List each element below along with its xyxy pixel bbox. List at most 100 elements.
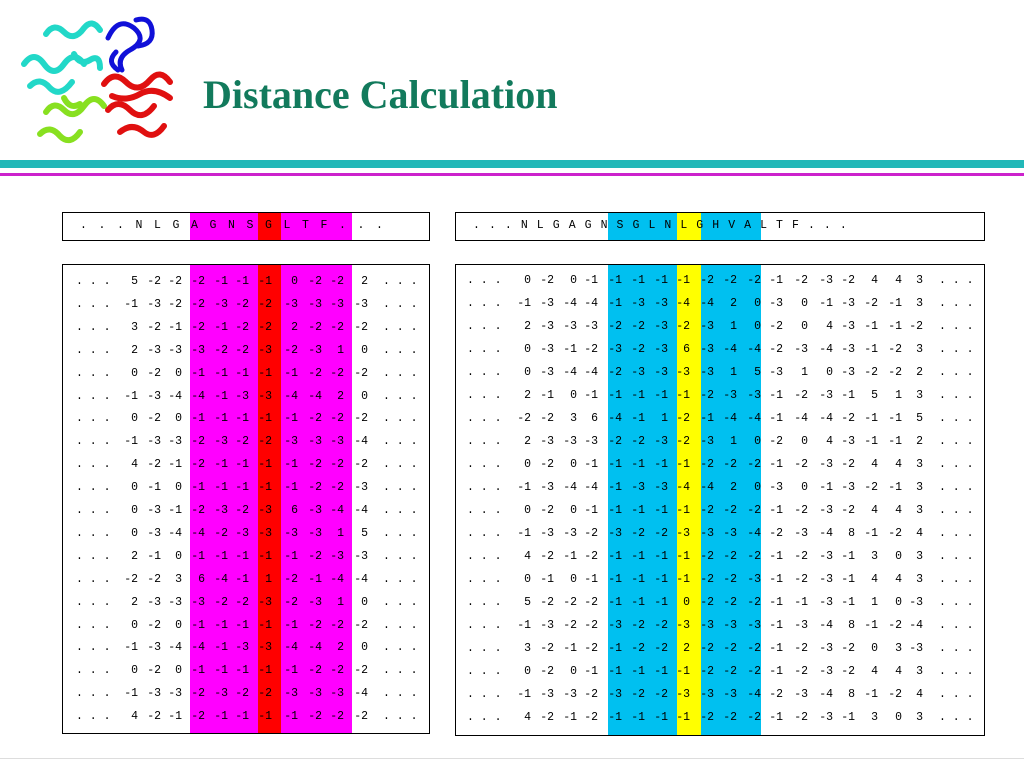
matrix-cell: -2 [794, 389, 808, 402]
matrix-cell: -1 [540, 573, 554, 586]
matrix-cell: -3 [700, 527, 714, 540]
matrix-cell: . . . [76, 297, 111, 311]
matrix-cell: . . . [467, 688, 502, 701]
matrix-cell: -2 [308, 710, 322, 724]
matrix-row: . . . -1 -3 -4 -4 -1 -3 -3 -4 -4 2 0 . . . [63, 637, 429, 659]
matrix-cell: -1 [888, 435, 902, 448]
matrix-row: . . . 0 -2 0 -1 -1 -1 -1 -1 -2 -2 -2 -1 -2 -3 -2 4 4 3 . . … [456, 661, 984, 683]
matrix-cell: -3 [819, 573, 833, 586]
residue-letter: G [265, 219, 272, 232]
matrix-cell: -1 [124, 297, 138, 311]
matrix-cell: -3 [819, 550, 833, 563]
matrix-cell: -2 [191, 458, 205, 472]
residue-letter: H [712, 219, 720, 232]
matrix-cell: 0 [570, 573, 577, 586]
matrix-cell: -2 [147, 458, 161, 472]
matrix-cell: 0 [131, 526, 138, 540]
matrix-cell: -3 [819, 711, 833, 724]
matrix-cell: -2 [147, 710, 161, 724]
matrix-cell: -1 [124, 389, 138, 403]
matrix-cell: -1 [147, 481, 161, 495]
matrix-cell: -2 [330, 481, 344, 495]
matrix-cell: -4 [584, 481, 598, 494]
matrix-cell: -3 [147, 435, 161, 449]
matrix-cell: -4 [747, 412, 761, 425]
matrix-cell: -3 [308, 297, 322, 311]
matrix-cell: 3 [916, 504, 923, 517]
matrix-cell: -2 [308, 481, 322, 495]
left-matrix-highlight-red [258, 265, 281, 733]
matrix-cell: -4 [676, 481, 690, 494]
matrix-cell: -2 [654, 619, 668, 632]
matrix-cell: -3 [819, 596, 833, 609]
matrix-cell: -1 [631, 550, 645, 563]
matrix-cell: -2 [700, 274, 714, 287]
matrix-cell: 3 [916, 343, 923, 356]
matrix-cell: . . . [383, 687, 418, 701]
matrix-cell: -1 [124, 641, 138, 655]
matrix-cell: -3 [284, 297, 298, 311]
matrix-cell: -4 [794, 412, 808, 425]
residue-letter: . [117, 219, 124, 232]
matrix-cell: 0 [801, 297, 808, 310]
matrix-cell: -2 [864, 297, 878, 310]
matrix-cell: -3 [794, 688, 808, 701]
left-header-highlight-magenta-2 [281, 213, 352, 240]
matrix-cell: -2 [563, 596, 577, 609]
matrix-cell: -2 [769, 688, 783, 701]
matrix-row: . . . 0 -3 -4 -4 -2 -3 -3 -3 -3 1 5 . . . [63, 523, 429, 545]
matrix-cell: -3 [147, 504, 161, 517]
matrix-cell: -2 [354, 664, 368, 678]
matrix-cell: -3 [147, 526, 161, 540]
matrix-cell: 1 [730, 320, 737, 333]
matrix-row: . . . 0 -3 -1 -2 -3 -2 -3 6 -3 -4 -4 -2 -3 -4 -3 -1 -2 3 . … [456, 339, 984, 361]
matrix-row: . . . 0 -3 -4 -4 -2 -3 -3 -3 -3 1 5 -3 1 0 -3 -2 -2 2 . . . [456, 362, 984, 384]
matrix-row: . . . 0 -3 -1 -2 -3 -2 -3 6 -3 -4 -4 . . . [63, 500, 429, 522]
matrix-cell: -2 [888, 366, 902, 379]
matrix-cell: . . . [383, 641, 418, 655]
matrix-cell: 1 [801, 366, 808, 379]
matrix-row: . . . 4 -2 -1 -2 -1 -1 -1 -1 -2 -2 -2 . . . [63, 706, 429, 728]
matrix-cell: 4 [826, 435, 833, 448]
matrix-cell: -3 [354, 481, 368, 495]
matrix-cell: -2 [841, 504, 855, 517]
matrix-cell: 6 [591, 412, 598, 425]
matrix-cell: -2 [700, 458, 714, 471]
matrix-row: . . . 0 -2 0 -1 -1 -1 -1 -1 -2 -2 -2 . . . [63, 615, 429, 637]
matrix-cell: -2 [631, 435, 645, 448]
matrix-cell: -1 [235, 572, 249, 586]
matrix-cell: 0 [131, 412, 138, 426]
matrix-cell: -3 [284, 526, 298, 540]
matrix-cell: -4 [700, 297, 714, 310]
matrix-cell: -1 [584, 504, 598, 517]
matrix-cell: -1 [214, 320, 228, 334]
matrix-cell: -2 [191, 504, 205, 517]
matrix-cell: -1 [584, 389, 598, 402]
matrix-cell: -3 [258, 343, 272, 357]
matrix-cell: -1 [191, 618, 205, 632]
matrix-cell: . . . [939, 320, 974, 333]
matrix-cell: -2 [517, 412, 531, 425]
matrix-cell: . . . [939, 573, 974, 586]
matrix-cell: 4 [871, 573, 878, 586]
matrix-cell: . . . [467, 435, 502, 448]
matrix-cell: -2 [841, 412, 855, 425]
matrix-cell: -1 [769, 573, 783, 586]
matrix-cell: 0 [175, 618, 182, 632]
matrix-cell: . . . [467, 274, 502, 287]
matrix-cell: -1 [676, 504, 690, 517]
matrix-cell: -3 [330, 549, 344, 563]
right-distance-matrix: . . . 0 -2 0 -1 -1 -1 -1 -1 -2 -2 -2 -1 -2 -3 -2 4 4 3. . … [455, 264, 985, 736]
matrix-cell: . . . [383, 389, 418, 403]
matrix-cell: -4 [723, 412, 737, 425]
matrix-cell: -3 [769, 297, 783, 310]
matrix-cell: -4 [819, 412, 833, 425]
matrix-cell: -1 [584, 274, 598, 287]
matrix-cell: -3 [841, 435, 855, 448]
matrix-cell: -4 [308, 389, 322, 403]
matrix-cell: . . . [383, 618, 418, 632]
matrix-cell: . . . [76, 549, 111, 563]
matrix-cell: -1 [631, 665, 645, 678]
residue-letter: G [632, 219, 640, 232]
